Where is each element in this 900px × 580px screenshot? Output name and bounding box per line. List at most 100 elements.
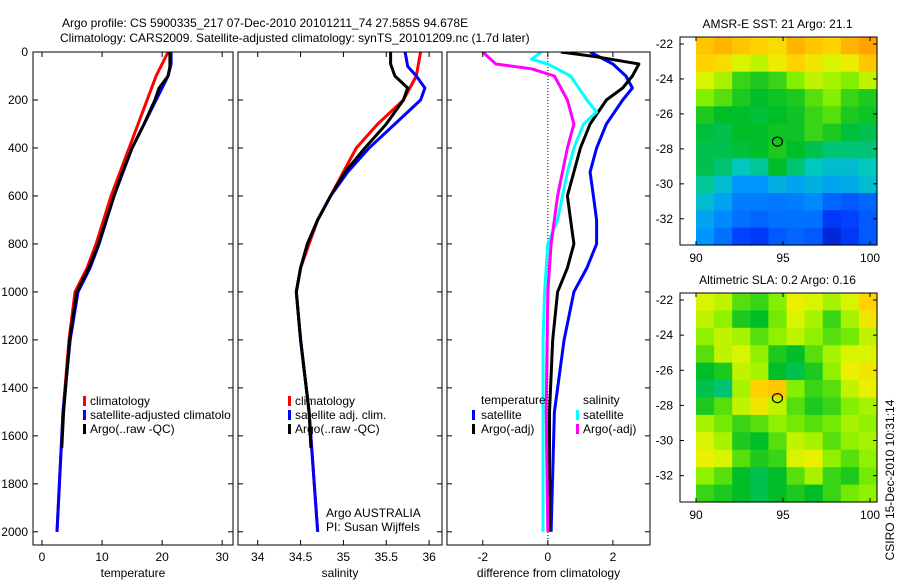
profile-panel-2: 34 34.5 35 35.5 36 salinity climatologysatelli… (237, 51, 443, 580)
heatmap-cell (858, 414, 878, 433)
heatmap-cell (768, 158, 788, 177)
heatmap-cell (822, 293, 842, 311)
x-tick-label: 34.5 (289, 550, 313, 564)
legend-group-title: temperature (481, 393, 546, 407)
heatmap-cell (822, 227, 842, 246)
heatmap-cell (804, 158, 824, 177)
heatmap-cell (714, 310, 733, 329)
sst-map-panel: AMSR-E SST: 21 Argo: 21.1 90 95 100 -22 -24 -2… (656, 17, 881, 265)
y-tick-label: -30 (656, 177, 674, 191)
heatmap-cell (732, 210, 751, 229)
heatmap-cell (714, 380, 733, 399)
legend-label: climatology (295, 394, 355, 408)
heatmap-cell (714, 141, 733, 159)
heatmap-cell (822, 158, 842, 177)
series-line-satellite-adj-clim- (294, 52, 427, 532)
y-tick-label: 2000 (1, 525, 28, 539)
heatmap-cell (714, 293, 733, 311)
y-tick-label: -28 (656, 142, 674, 156)
y-tick-label: 1000 (1, 285, 28, 299)
heatmap-cell (786, 345, 806, 364)
y-tick-label: -26 (656, 363, 674, 377)
argo-location-marker (771, 393, 784, 404)
heatmap-cell (750, 484, 769, 503)
heatmap-cell (822, 362, 842, 381)
legend-label: satellite (583, 408, 624, 422)
y-tick-label: 1200 (1, 333, 28, 347)
heatmap-cell (804, 414, 824, 433)
heatmap-cell (732, 293, 751, 311)
x-tick-label: 0 (545, 550, 552, 564)
heatmap-cell (768, 89, 788, 107)
heatmap-cell (696, 227, 715, 246)
heatmap-cell (750, 175, 769, 194)
heatmap-cell (696, 54, 715, 73)
y-tick-label: -22 (656, 37, 674, 51)
heatmap-cell (768, 397, 788, 416)
legend-swatch (83, 396, 86, 406)
heatmap-cell (822, 71, 842, 90)
heatmap-cell (696, 449, 715, 468)
heatmap-cell (804, 432, 824, 451)
heatmap-cell (786, 310, 806, 329)
legend-label: Argo(..raw -QC) (295, 422, 380, 436)
heatmap-cell (840, 449, 860, 468)
heatmap-cell (732, 175, 751, 194)
x-tick-label: 100 (860, 508, 880, 522)
heatmap-cell (696, 310, 715, 329)
heatmap-cell (768, 414, 788, 433)
heatmap-cell (858, 175, 878, 194)
heatmap-cell (768, 175, 788, 194)
x-tick-label: 0 (39, 550, 46, 564)
heatmap-cell (858, 37, 878, 55)
heatmap-cell (804, 89, 824, 107)
heatmap-cell (750, 106, 769, 125)
series-line-argo-raw-qc- (60, 52, 172, 448)
legend-swatch (576, 424, 579, 434)
heatmap-cell (732, 432, 751, 451)
footer-timestamp: CSIRO 15-Dec-2010 10:31:14 (883, 399, 897, 560)
legend-label: Argo(-adj) (583, 422, 636, 436)
heatmap-cell (786, 293, 806, 311)
heatmap-cell (714, 71, 733, 90)
heatmap-cell (750, 310, 769, 329)
heatmap-cell (750, 449, 769, 468)
heatmap-cell (714, 397, 733, 416)
heatmap-cell (768, 293, 788, 311)
heatmap-cell (714, 106, 733, 125)
heatmap-cell (750, 37, 769, 55)
heatmap-cell (750, 397, 769, 416)
heatmap-cell (858, 210, 878, 229)
heatmap-cell (840, 193, 860, 211)
heatmap-cell (714, 432, 733, 451)
annotation-text: Argo AUSTRALIA (326, 506, 421, 520)
heatmap-cell (804, 141, 824, 159)
heatmap-cell (840, 175, 860, 194)
heatmap-cell (696, 141, 715, 159)
legend-group-title: salinity (583, 393, 620, 407)
figure-title-line2: Climatology: CARS2009. Satellite-adjuste… (60, 31, 530, 45)
profile-panel-1: 0 10 20 30 0 200 400 600 800 1000 1200 1400 1600 1800… (1, 45, 234, 580)
heatmap-cell (696, 71, 715, 90)
heatmap-cell (804, 484, 824, 503)
legend-swatch (472, 410, 475, 420)
heatmap-cell (840, 310, 860, 329)
heatmap-cell (822, 193, 842, 211)
heatmap-cell (732, 54, 751, 73)
heatmap-cell (840, 414, 860, 433)
heatmap-cell (840, 362, 860, 381)
heatmap-cell (858, 380, 878, 399)
x-tick-label: 90 (689, 251, 703, 265)
heatmap-cell (840, 106, 860, 125)
heatmap-cell (732, 397, 751, 416)
x-tick-label: 35.5 (375, 550, 399, 564)
heatmap-cell (858, 397, 878, 416)
heatmap-cell (858, 71, 878, 90)
legend-swatch (288, 410, 291, 420)
heatmap-cell (804, 345, 824, 364)
heatmap-cell (750, 327, 769, 346)
heatmap-cell (804, 210, 824, 229)
heatmap-cell (732, 467, 751, 486)
heatmap-cell (804, 175, 824, 194)
heatmap-cell (696, 484, 715, 503)
